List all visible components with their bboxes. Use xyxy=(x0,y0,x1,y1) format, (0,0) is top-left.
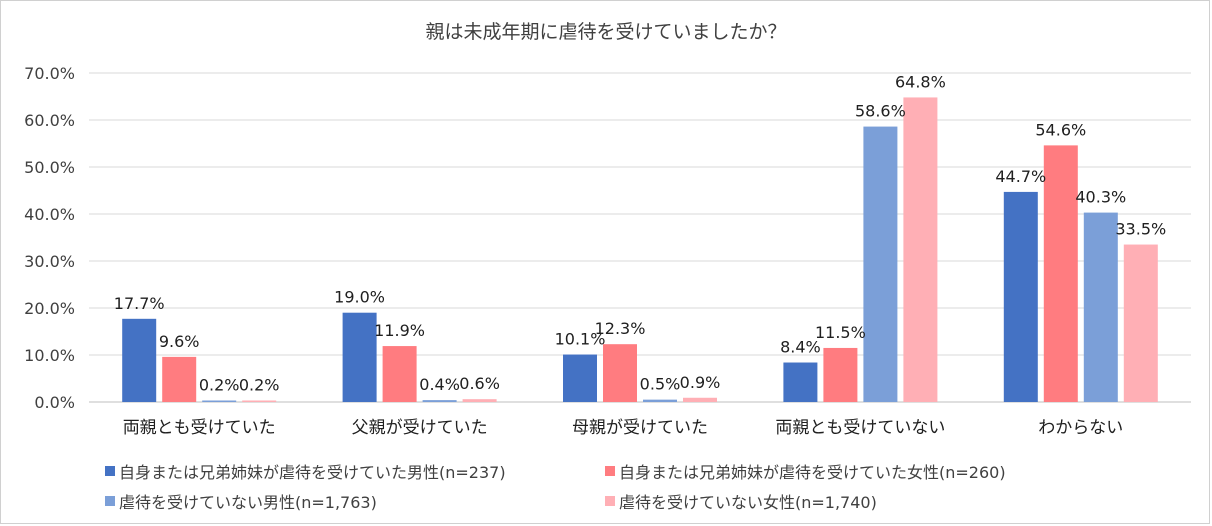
data-label: 12.3% xyxy=(595,319,646,338)
data-label: 44.7% xyxy=(995,167,1046,186)
category-label: 両親とも受けていない xyxy=(775,418,945,438)
data-label: 58.6% xyxy=(855,102,906,121)
data-label: 11.9% xyxy=(374,321,425,340)
bars xyxy=(122,97,1158,402)
bar xyxy=(603,344,637,402)
data-label: 64.8% xyxy=(895,72,946,91)
data-label: 11.5% xyxy=(815,323,866,342)
bar xyxy=(202,400,237,402)
y-tick-label: 0.0% xyxy=(34,393,75,412)
bar xyxy=(382,346,417,402)
y-tick-label: 70.0% xyxy=(24,64,75,83)
category-label: 両親とも受けていた xyxy=(123,418,276,438)
data-label: 8.4% xyxy=(780,338,821,357)
chart-title: 親は未成年期に虐待を受けていましたか？ xyxy=(425,21,787,43)
data-label: 0.6% xyxy=(459,374,500,393)
bar xyxy=(643,399,677,402)
bar xyxy=(122,318,157,402)
data-label: 17.7% xyxy=(114,294,165,313)
data-label: 0.5% xyxy=(640,375,681,394)
category-labels: 両親とも受けていた 父親が受けていた 母親が受けていた 両親とも受けていない わからない xyxy=(123,418,1124,438)
bar xyxy=(462,399,497,402)
data-label: 0.9% xyxy=(680,373,721,392)
data-labels: 17.7% 9.6% 0.2% 0.2% 19.0% 11.9% 0.4% 0.6% 10.1%… xyxy=(114,72,1166,394)
bar xyxy=(422,400,457,402)
legend-item: 虐待を受けていない女性(n=1,740) xyxy=(605,489,877,513)
y-tick-label: 50.0% xyxy=(24,158,75,177)
legend-item: 虐待を受けていない男性(n=1,763) xyxy=(105,489,377,513)
data-label: 19.0% xyxy=(334,288,385,307)
legend-swatch xyxy=(105,496,115,506)
bar xyxy=(162,356,197,402)
category-label: 父親が受けていた xyxy=(352,418,488,438)
data-label: 54.6% xyxy=(1035,120,1086,139)
data-label: 0.2% xyxy=(239,376,280,395)
bar xyxy=(563,354,597,402)
category-label: わからない xyxy=(1038,418,1123,438)
y-tick-label: 30.0% xyxy=(24,252,75,271)
y-tick-label: 20.0% xyxy=(24,299,75,318)
category-label: 母親が受けていた xyxy=(572,418,708,438)
bar xyxy=(1003,191,1038,402)
legend-swatch xyxy=(605,466,615,476)
legend-label: 自身または兄弟姉妹が虐待を受けていた女性(n=260) xyxy=(619,463,1006,482)
data-label: 0.2% xyxy=(199,376,240,395)
bar xyxy=(683,397,717,402)
legend-item: 自身または兄弟姉妹が虐待を受けていた男性(n=237) xyxy=(105,459,506,483)
bar xyxy=(903,97,938,402)
bar xyxy=(863,126,898,402)
data-label: 9.6% xyxy=(159,332,200,351)
y-axis-ticks: 0.0% 10.0% 20.0% 30.0% 40.0% 50.0% 60.0% 70.0% xyxy=(24,64,75,412)
bar-chart: 0.0%10.0%20.0%30.0%40.0%50.0%60.0%70.0% … xyxy=(24,64,1191,438)
data-label: 0.4% xyxy=(419,375,460,394)
bar xyxy=(342,312,377,402)
bar xyxy=(1123,244,1158,402)
legend-label: 虐待を受けていない女性(n=1,740) xyxy=(619,493,877,512)
data-label: 40.3% xyxy=(1075,188,1126,207)
data-label: 10.1% xyxy=(555,330,606,349)
bar xyxy=(242,400,277,402)
y-tick-label: 40.0% xyxy=(24,205,75,224)
data-label: 33.5% xyxy=(1115,220,1166,239)
bar xyxy=(1043,145,1078,402)
legend-label: 自身または兄弟姉妹が虐待を受けていた男性(n=237) xyxy=(119,463,506,482)
legend-item: 自身または兄弟姉妹が虐待を受けていた女性(n=260) xyxy=(605,459,1006,483)
legend-label: 虐待を受けていない男性(n=1,763) xyxy=(119,493,377,512)
legend-swatch xyxy=(105,466,115,476)
legend-swatch xyxy=(605,496,615,506)
y-tick-label: 10.0% xyxy=(24,346,75,365)
y-tick-label: 60.0% xyxy=(24,111,75,130)
bar xyxy=(783,362,818,402)
bar xyxy=(1083,212,1118,402)
bar xyxy=(823,347,858,402)
